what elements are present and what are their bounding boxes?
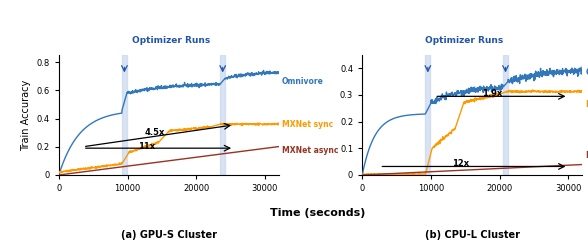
Y-axis label: Train Accuracy: Train Accuracy	[21, 80, 31, 150]
Text: 12x: 12x	[452, 159, 469, 168]
Bar	[503, 55, 508, 175]
Text: Time (seconds): Time (seconds)	[270, 208, 365, 218]
Bar	[220, 55, 225, 175]
Text: 4.5x: 4.5x	[145, 128, 165, 137]
Text: Omnivore: Omnivore	[586, 68, 588, 77]
Bar	[122, 55, 127, 175]
Text: MXNet sync: MXNet sync	[282, 120, 333, 130]
Text: 1.9x: 1.9x	[483, 89, 503, 98]
Text: Omnivore: Omnivore	[282, 77, 324, 86]
Text: MXNet async: MXNet async	[282, 146, 339, 155]
Text: Optimizer Runs: Optimizer Runs	[132, 36, 211, 45]
Text: Optimizer Runs: Optimizer Runs	[425, 36, 503, 45]
Text: MXNet sync: MXNet sync	[586, 100, 588, 109]
Text: 11x: 11x	[138, 142, 155, 150]
Text: (b) CPU-L Cluster: (b) CPU-L Cluster	[425, 230, 520, 240]
Text: (a) GPU-S Cluster: (a) GPU-S Cluster	[121, 230, 217, 240]
Text: MXNet async: MXNet async	[586, 150, 588, 160]
Bar	[426, 55, 430, 175]
